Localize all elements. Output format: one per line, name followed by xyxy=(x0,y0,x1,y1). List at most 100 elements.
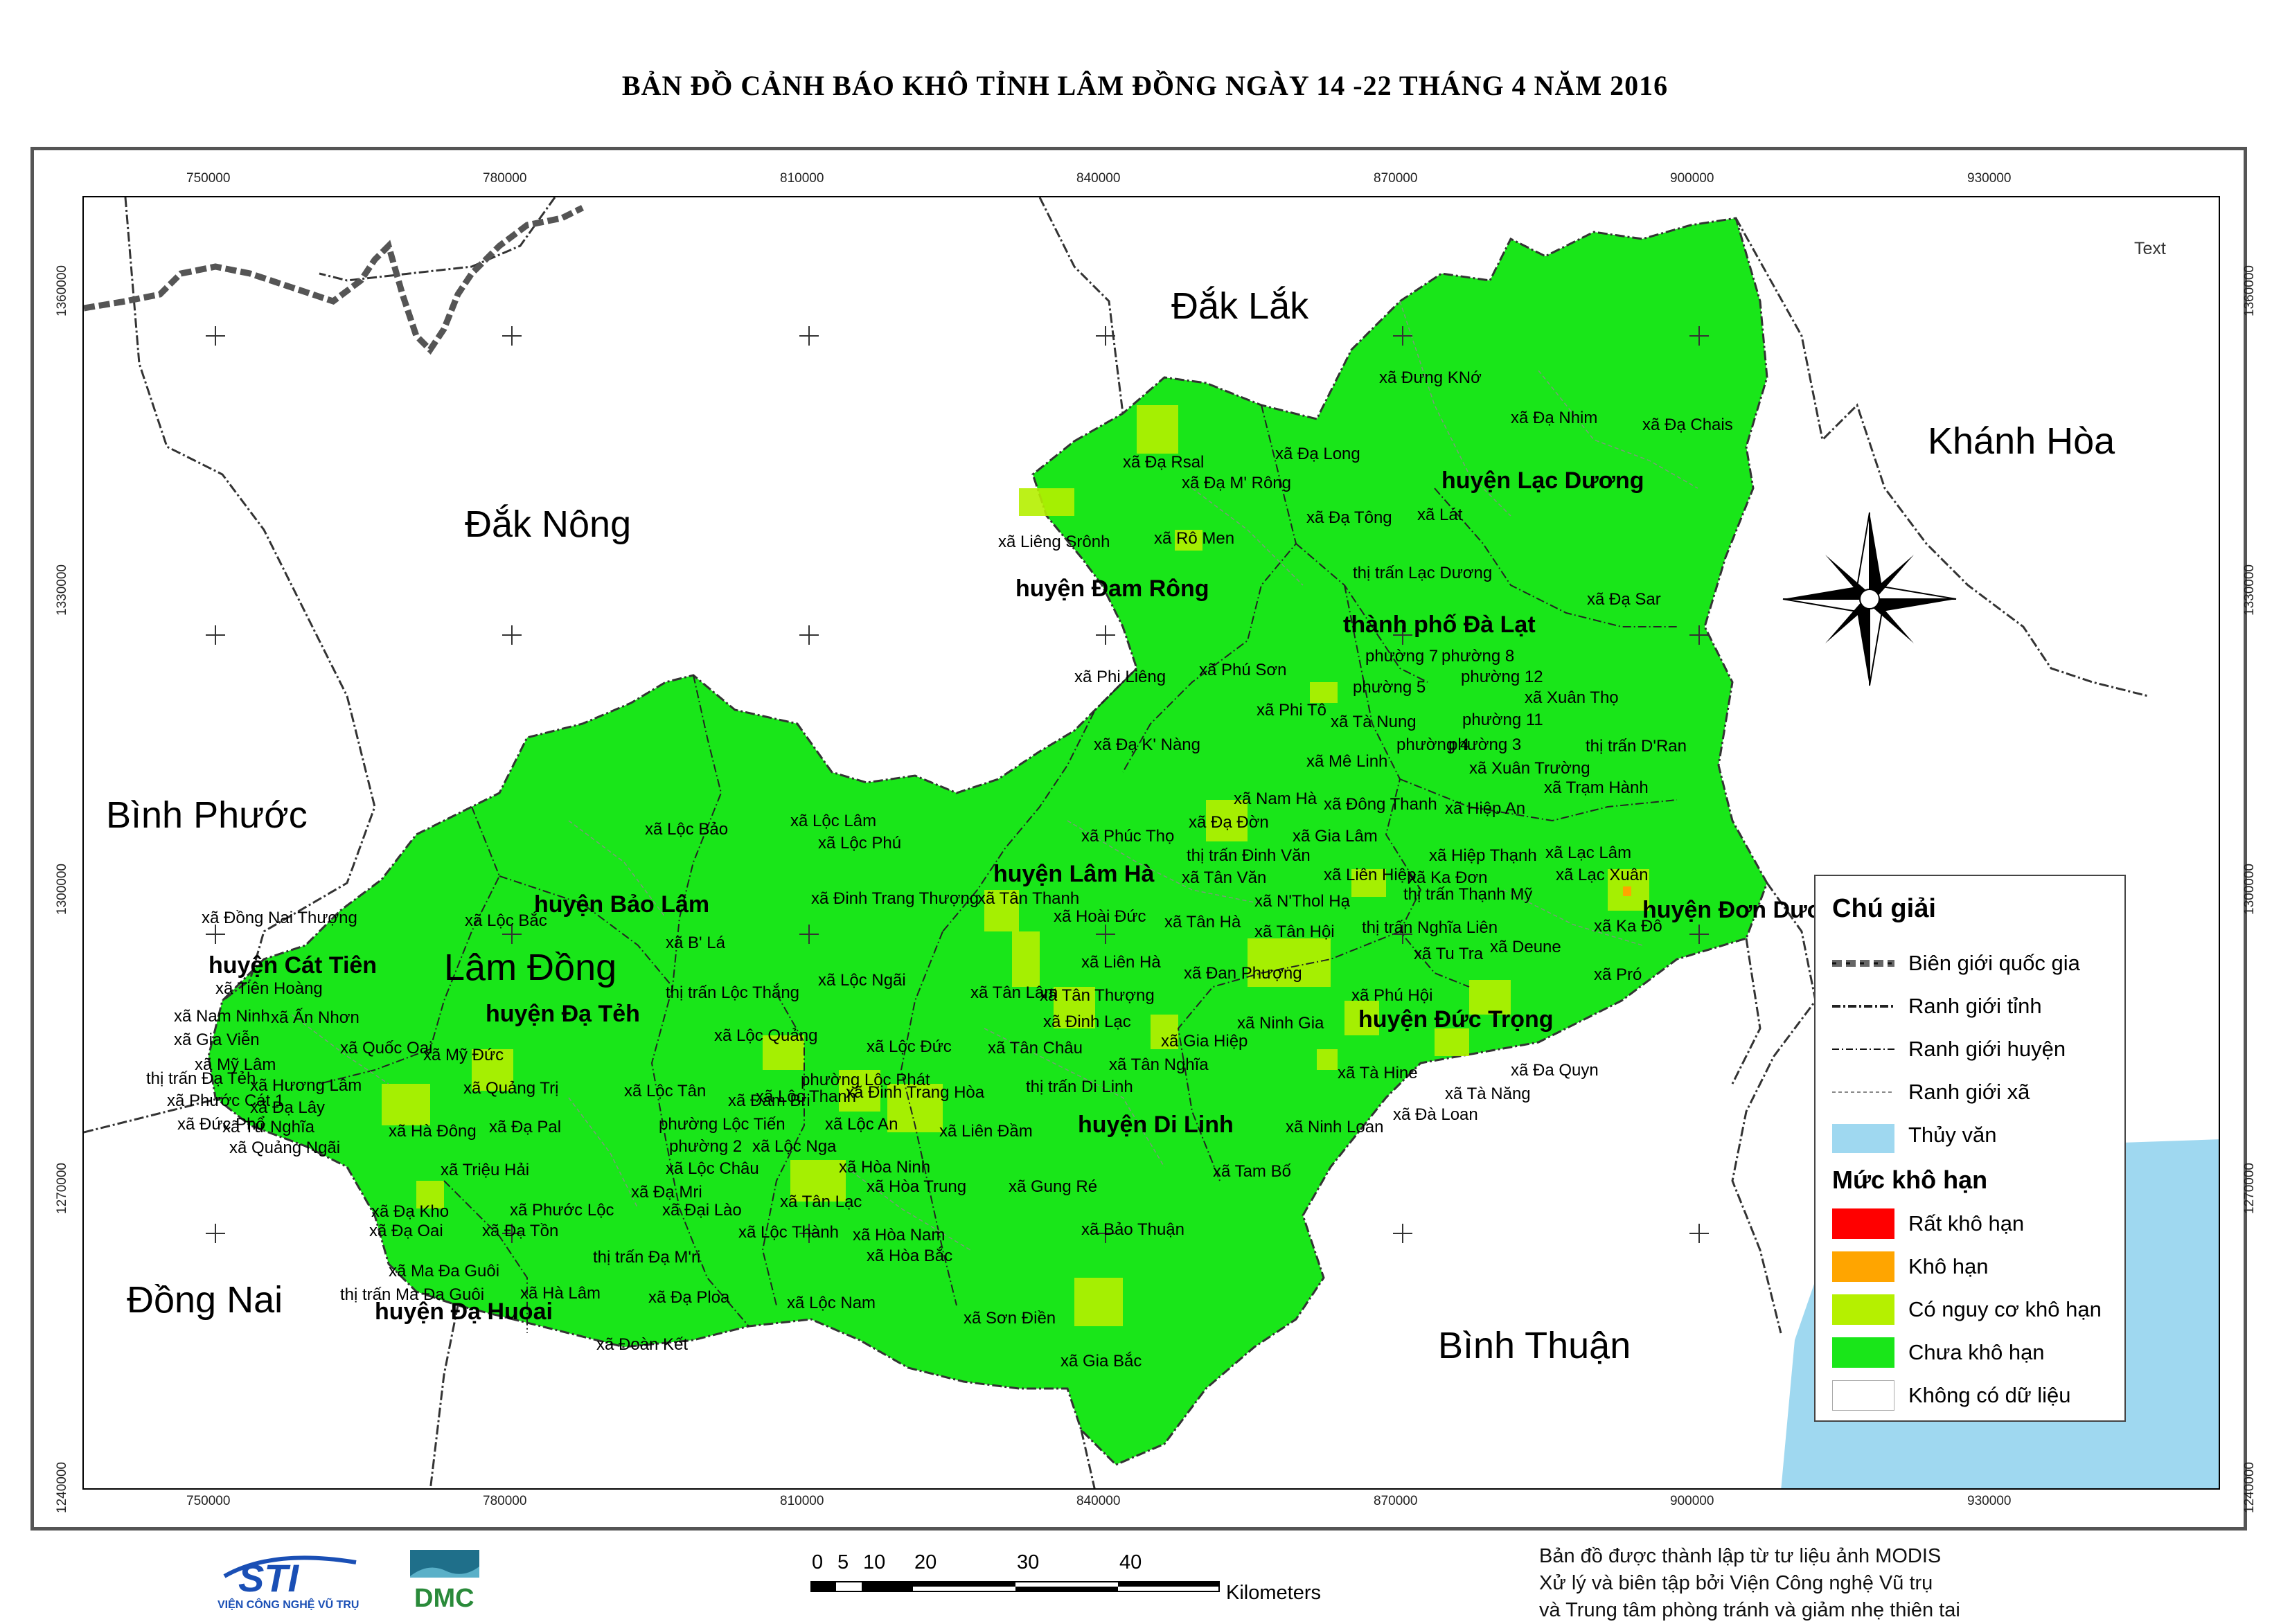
district-bao-lam: huyện Bảo Lâm xyxy=(534,891,709,918)
neighbor-dak-nong: Đắk Nông xyxy=(465,503,631,545)
commune-label: xã Tân Châu xyxy=(988,1039,1083,1058)
commune-label: xã Liêng Srônh xyxy=(998,533,1110,551)
commune-label: thị trấn Thạnh Mỹ xyxy=(1403,885,1532,904)
commune-label: thị trấn Lạc Dương xyxy=(1353,564,1492,582)
commune-label: xã Mê Linh xyxy=(1306,752,1387,771)
commune-label: xã Gia Hiệp xyxy=(1161,1032,1248,1051)
commune-label: xã Lạc Lâm xyxy=(1545,844,1631,862)
commune-label: xã Đạ Ploa xyxy=(648,1288,730,1307)
commune-label: xã Phúc Thọ xyxy=(1081,827,1174,846)
commune-label: xã Đạ Nhim xyxy=(1511,409,1597,427)
x-tick-label: 870000 xyxy=(1374,171,1418,186)
commune-label: xã Quảng Trị xyxy=(463,1079,558,1098)
commune-label: thị trấn D'Ran xyxy=(1586,737,1687,756)
commune-label: xã Nam Ninh xyxy=(174,1007,270,1026)
y-tick-label: 1330000 xyxy=(2242,564,2257,616)
commune-label: xã N'Thol Hạ xyxy=(1254,892,1351,911)
sti-logo: STI VIỆN CÔNG NGHỆ VŨ TRỤ xyxy=(218,1549,377,1611)
commune-label: xã Lộc An xyxy=(825,1115,898,1134)
y-tick-label: 1240000 xyxy=(55,1462,69,1513)
commune-label: xã Lộc Nam xyxy=(787,1294,876,1312)
commune-label: phường 4 xyxy=(1396,735,1469,754)
commune-label: xã Ninh Loan xyxy=(1286,1118,1383,1136)
y-tick-label: 1360000 xyxy=(55,265,69,316)
commune-label: xã Đạ Sar xyxy=(1587,590,1661,609)
district-di-linh: huyện Di Linh xyxy=(1078,1112,1234,1138)
commune-label: xã Hiệp An xyxy=(1445,799,1525,818)
commune-label: xã Tư Nghĩa xyxy=(222,1118,315,1136)
commune-label: xã Phi Tô xyxy=(1257,701,1326,720)
commune-label: xã Đạ Pal xyxy=(489,1118,561,1136)
y-tick-label: 1330000 xyxy=(55,564,69,616)
commune-label: xã Tân Thượng xyxy=(1040,986,1155,1005)
commune-label: thị trấn Đạ Tẻh xyxy=(146,1069,256,1088)
scale-bar xyxy=(810,1581,1220,1592)
dmc-logo-icon: DMC xyxy=(410,1550,479,1613)
credit-line: Xử lý và biên tập bởi Viện Công nghệ Vũ … xyxy=(1539,1572,1933,1594)
commune-label: xã Đạ Chais xyxy=(1642,416,1733,434)
commune-label: xã Tà Hine xyxy=(1338,1064,1418,1082)
commune-label: xã Đạ Long xyxy=(1275,445,1360,463)
district-da-huoai: huyện Đạ Huoai xyxy=(375,1299,553,1325)
commune-label: phường 7 xyxy=(1365,647,1438,666)
scale-label: 5 xyxy=(837,1551,849,1573)
legend-swatch-at-risk xyxy=(1832,1294,1894,1325)
scale-unit: Kilometers xyxy=(1226,1582,1321,1604)
commune-label: xã Tân Văn xyxy=(1182,868,1266,887)
scale-label: 20 xyxy=(914,1551,937,1573)
commune-label: xã Gia Viễn xyxy=(174,1030,260,1049)
neighbor-khanh-hoa: Khánh Hòa xyxy=(1928,420,2115,462)
commune-label: xã Lộc Bắc xyxy=(465,911,547,930)
legend-drought-title: Mức khô hạn xyxy=(1832,1166,1988,1194)
commune-label: xã Đạ Đờn xyxy=(1189,813,1269,832)
map-labels: Text Đắk Lắk Đắk Nông Khánh Hòa Bình Phư… xyxy=(106,239,2166,1371)
legend-level-not-dry: Chưa khô hạn xyxy=(1908,1340,2045,1364)
x-tick-label: 780000 xyxy=(483,1494,527,1508)
commune-label: xã Đức Phổ xyxy=(177,1115,265,1134)
drought-risk-patches xyxy=(382,405,1649,1326)
district-lac-duong: huyện Lạc Dương xyxy=(1441,467,1644,494)
commune-label: xã Hương Lâm xyxy=(250,1076,362,1095)
commune-label: xã Mỹ Lâm xyxy=(195,1055,276,1074)
commune-label: xã Gung Ré xyxy=(1009,1177,1097,1196)
commune-label: xã Lạc Xuân xyxy=(1556,866,1648,884)
commune-label: xã Mỹ Đức xyxy=(423,1046,504,1064)
neighbor-dong-nai: Đồng Nai xyxy=(127,1279,283,1321)
legend-level-at-risk: Có nguy cơ khô hạn xyxy=(1908,1297,2102,1321)
neighbor-dak-lak: Đắk Lắk xyxy=(1171,285,1309,327)
commune-label: xã Đạ Kho xyxy=(371,1202,449,1221)
legend-label-commune: Ranh giới xã xyxy=(1908,1080,2030,1104)
commune-label: xã Ấn Nhơn xyxy=(271,1008,360,1027)
commune-label: xã Lộc Phú xyxy=(818,834,901,853)
scale-label: 10 xyxy=(863,1551,886,1573)
commune-label: xã Tam Bố xyxy=(1213,1162,1291,1181)
commune-label: xã Tân Thanh xyxy=(977,889,1079,908)
commune-label: xã Bảo Thuận xyxy=(1081,1220,1184,1239)
map-title: BẢN ĐỒ CẢNH BÁO KHÔ TỈNH LÂM ĐỒNG NGÀY 1… xyxy=(621,70,1669,101)
y-tick-label: 1360000 xyxy=(2242,265,2257,316)
credit-line: và Trung tâm phòng tránh và giảm nhẹ thi… xyxy=(1539,1599,1960,1621)
commune-label: xã B' Lá xyxy=(666,934,726,952)
scale-label: 40 xyxy=(1119,1551,1142,1573)
commune-label: xã Phước Lộc xyxy=(510,1201,614,1220)
commune-label: thị trấn Ma Đa Guôi xyxy=(340,1285,484,1304)
commune-boundaries xyxy=(291,301,1698,1251)
commune-label: xã Hòa Nam xyxy=(853,1226,945,1244)
commune-label: xã Đạ M' Rông xyxy=(1182,474,1291,492)
legend-panel: Chú giải Biên giới quốc gia Ranh giới tỉ… xyxy=(1814,875,2126,1422)
commune-label: thị trấn Di Linh xyxy=(1026,1078,1133,1096)
x-tick-label: 900000 xyxy=(1670,1494,1714,1508)
y-tick-label: 1240000 xyxy=(2242,1462,2257,1513)
commune-label: xã Đưng KNớ xyxy=(1379,368,1482,387)
commune-label: xã Phú Hội xyxy=(1351,986,1432,1005)
legend-swatch-no-data xyxy=(1832,1380,1894,1411)
north-arrow-icon xyxy=(1782,512,1957,686)
commune-label: xã Ma Đa Guôi xyxy=(389,1262,499,1281)
commune-label: xã Pró xyxy=(1594,965,1642,984)
y-tick-label: 1300000 xyxy=(2242,864,2257,915)
x-tick-label: 840000 xyxy=(1076,1494,1121,1508)
graticule-crosses xyxy=(206,326,1709,1243)
commune-label: thị trấn Lộc Thắng xyxy=(666,983,799,1002)
commune-label: xã Đạ Rsal xyxy=(1123,453,1204,472)
commune-label: xã Lộc Đức xyxy=(867,1037,952,1056)
